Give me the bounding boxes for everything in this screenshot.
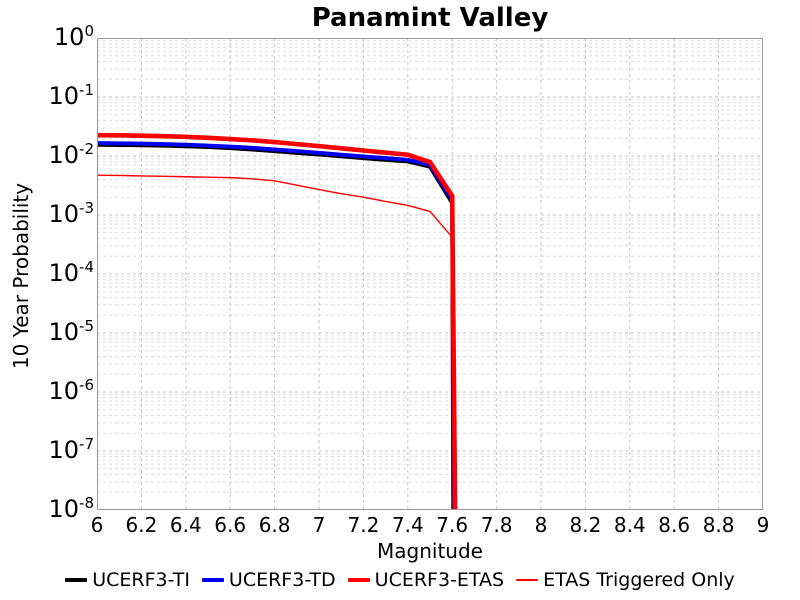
legend-line-swatch-ucerf3-td <box>201 578 224 582</box>
x-axis-label: Magnitude <box>377 539 483 563</box>
x-tick-label-8.2: 8.2 <box>569 513 602 537</box>
x-tick-label-9: 9 <box>756 513 770 537</box>
x-tick-label-6.4: 6.4 <box>169 513 202 537</box>
x-tick-label-7.6: 7.6 <box>436 513 469 537</box>
legend-line-swatch-ucerf3-ti <box>65 578 88 582</box>
x-tick-label-7.8: 7.8 <box>480 513 513 537</box>
series-line-ucerf3-td <box>97 141 457 510</box>
series-line-ucerf3-ti <box>97 142 456 510</box>
x-tick-label-6.8: 6.8 <box>258 513 291 537</box>
y-tick-label-1e0: 100 <box>53 22 94 51</box>
x-tick-label-6: 6 <box>90 513 104 537</box>
y-tick-label-1e-7: 10-7 <box>48 435 94 464</box>
legend-item-ucerf3-td: UCERF3-TD <box>201 569 336 591</box>
x-tick-label-7.4: 7.4 <box>391 513 424 537</box>
legend-line-swatch-etas-triggered-only <box>516 579 539 581</box>
legend-item-ucerf3-etas: UCERF3-ETAS <box>347 569 505 591</box>
y-tick-label-1e-5: 10-5 <box>48 317 94 346</box>
y-tick-label-1e-2: 10-2 <box>48 140 94 169</box>
plot-frame <box>97 38 763 510</box>
legend-label: UCERF3-ETAS <box>374 569 505 591</box>
series-line-ucerf3-etas <box>97 132 458 510</box>
legend-line-swatch-ucerf3-etas <box>347 578 370 582</box>
legend-label: UCERF3-TD <box>228 569 336 591</box>
legend-label: ETAS Triggered Only <box>543 569 735 591</box>
chart-plot-area <box>97 38 763 510</box>
x-tick-label-7.2: 7.2 <box>347 513 380 537</box>
series-line-etas-triggered-only <box>97 174 456 510</box>
legend-label: UCERF3-TI <box>92 569 190 591</box>
y-tick-label-1e-8: 10-8 <box>48 494 94 523</box>
x-tick-label-8.6: 8.6 <box>658 513 691 537</box>
x-tick-label-8: 8 <box>534 513 548 537</box>
chart-legend: UCERF3-TI UCERF3-TD UCERF3-ETAS ETAS Trigge… <box>0 565 800 595</box>
y-tick-label-1e-1: 10-1 <box>48 81 94 110</box>
legend-item-etas-triggered-only: ETAS Triggered Only <box>516 569 735 591</box>
y-tick-label-1e-4: 10-4 <box>48 258 94 287</box>
x-tick-label-8.4: 8.4 <box>613 513 646 537</box>
chart-title: Panamint Valley <box>311 3 549 33</box>
legend-item-ucerf3-ti: UCERF3-TI <box>65 569 190 591</box>
y-tick-label-1e-3: 10-3 <box>48 199 94 228</box>
x-tick-label-6.2: 6.2 <box>125 513 158 537</box>
x-tick-label-8.8: 8.8 <box>702 513 735 537</box>
x-tick-label-7: 7 <box>312 513 326 537</box>
y-tick-label-1e-6: 10-6 <box>48 376 94 405</box>
x-tick-label-6.6: 6.6 <box>214 513 247 537</box>
